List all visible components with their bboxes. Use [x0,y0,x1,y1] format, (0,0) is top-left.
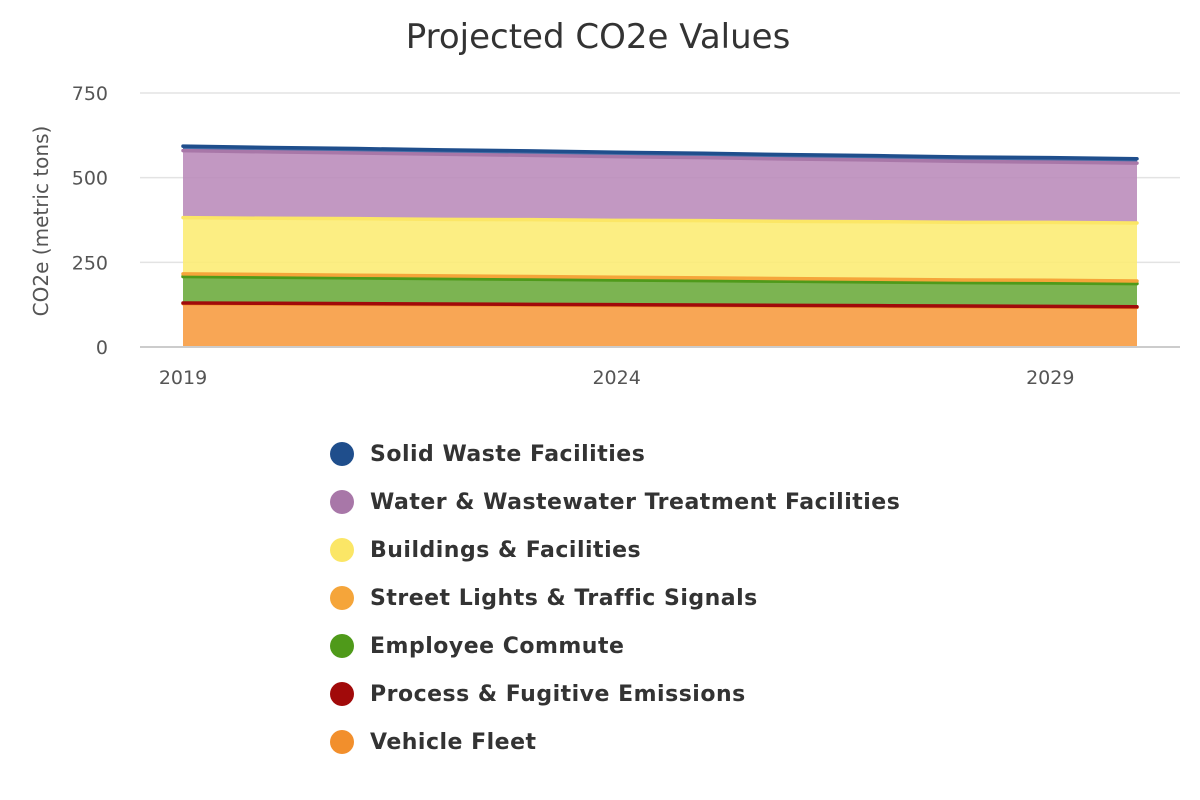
legend-label: Vehicle Fleet [370,729,537,755]
legend-item-employee-commute[interactable]: Employee Commute [330,622,900,670]
legend-label: Buildings & Facilities [370,537,642,563]
legend-marker-icon [330,634,354,658]
legend-label: Street Lights & Traffic Signals [370,585,758,611]
y-tick-label: 0 [96,337,108,359]
legend: Solid Waste Facilities Water & Wastewate… [330,430,900,766]
area-employee-commute [183,276,1137,307]
y-tick-label: 500 [72,168,108,190]
series-lines [181,144,1139,310]
area-buildings-facilities [183,217,1137,281]
line-street-lights-traffic-signals [181,272,1139,283]
area-water-wastewater-treatment-facilities [183,150,1137,224]
line-buildings-facilities [181,215,1139,225]
x-tick-label: 2029 [1026,367,1074,389]
legend-item-street-lights[interactable]: Street Lights & Traffic Signals [330,574,900,622]
line-water-wastewater-treatment-facilities [181,148,1139,165]
axes: 0 250 500 750 2019 2024 2029 [72,83,1180,389]
line-process-fugitive-emissions [181,301,1139,309]
legend-item-process-fugitive[interactable]: Process & Fugitive Emissions [330,670,900,718]
legend-marker-icon [330,490,354,514]
legend-item-solid-waste[interactable]: Solid Waste Facilities [330,430,900,478]
series-areas [183,146,1137,347]
legend-item-vehicle-fleet[interactable]: Vehicle Fleet [330,718,900,766]
legend-item-buildings[interactable]: Buildings & Facilities [330,526,900,574]
y-axis-label: CO2e (metric tons) [29,126,53,317]
line-solid-waste-facilities [181,144,1139,161]
legend-label: Water & Wastewater Treatment Facilities [370,489,901,515]
legend-label: Employee Commute [370,633,625,659]
y-tick-label: 750 [72,83,108,105]
x-tick-label: 2019 [159,367,207,389]
legend-marker-icon [330,682,354,706]
legend-marker-icon [330,538,354,562]
legend-marker-icon [330,586,354,610]
legend-marker-icon [330,730,354,754]
y-tick-label: 250 [72,252,108,274]
legend-item-water-wastewater[interactable]: Water & Wastewater Treatment Facilities [330,478,900,526]
legend-marker-icon [330,442,354,466]
chart-title: Projected CO2e Values [406,17,791,57]
area-vehicle-fleet [183,303,1137,347]
line-employee-commute [181,274,1139,286]
legend-label: Solid Waste Facilities [370,441,646,467]
x-tick-label: 2024 [592,367,640,389]
legend-label: Process & Fugitive Emissions [370,681,746,707]
